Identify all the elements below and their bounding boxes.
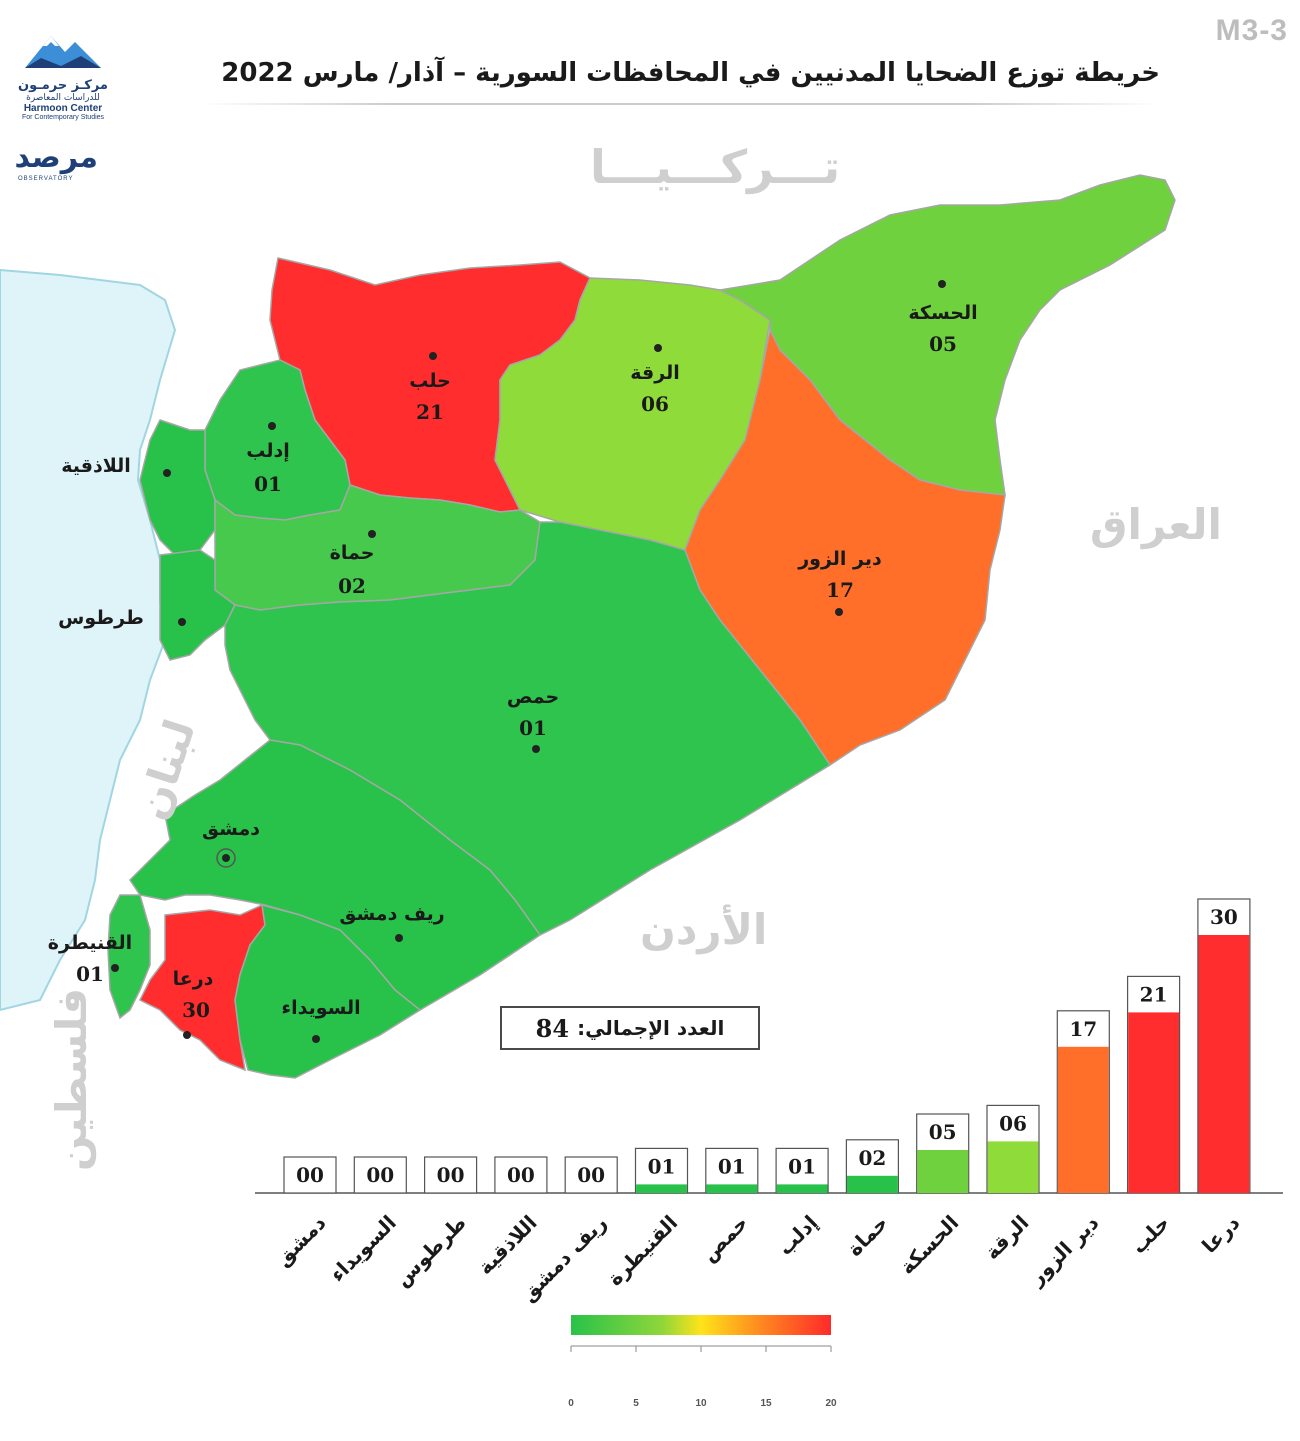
bar-value-label: 17 (1069, 1017, 1097, 1041)
gov-name-latakia: اللاذقية (61, 455, 131, 477)
bar-frame (564, 1156, 618, 1194)
page-title: خريطة توزع الضحايا المدنيين في المحافظات… (221, 58, 1160, 88)
dot-damascus (222, 854, 230, 862)
dot-raqqa (654, 344, 662, 352)
gov-value-hasakah: 05 (929, 332, 957, 356)
dot-latakia (163, 469, 171, 477)
total-label: العدد الإجمالي: (577, 1016, 725, 1040)
region-daraa (138, 903, 266, 1072)
dot-hama (368, 530, 376, 538)
bar (636, 1184, 687, 1193)
region-tartus (159, 549, 236, 661)
dot-tartus (178, 618, 186, 626)
gov-name-hasakah: الحسكة (908, 302, 978, 324)
dot-homs (532, 745, 540, 753)
total-value: 84 (535, 1013, 570, 1043)
gov-name-tartus: طرطوس (58, 607, 144, 629)
bar-frame (424, 1156, 478, 1194)
observatory-logo: مرصد OBSERVATORY (14, 140, 98, 184)
bar-value-label: 30 (1210, 905, 1238, 929)
label-jordan: الأردن (640, 905, 768, 954)
bar (776, 1184, 828, 1193)
bar-value-label: 02 (858, 1146, 886, 1170)
bar (1198, 935, 1250, 1193)
region-quneitra (107, 894, 151, 1020)
gov-name-deir: دير الزور (798, 548, 882, 570)
gov-name-rif: ريف دمشق (339, 903, 445, 925)
scale-tick-label: 0 (568, 1398, 574, 1409)
harmoon-english-name: Harmoon Center (23, 103, 103, 114)
gov-value-quneitra: 01 (76, 962, 104, 986)
observatory-english: OBSERVATORY (18, 176, 74, 182)
scale-tick-label: 15 (760, 1398, 772, 1409)
bar-value-label: 05 (929, 1120, 957, 1144)
bar-value-label: 01 (648, 1154, 676, 1178)
region-deir (684, 327, 1006, 767)
gov-name-hama: حماة (329, 542, 375, 564)
region-suwayda (234, 903, 422, 1079)
gov-name-idlib: إدلب (246, 440, 290, 462)
label-turkey: تـــركـــيـــا (590, 140, 841, 194)
bar-chart: 00 00 00 00 00 01 01 01 02 05 06 17 21 30 (255, 898, 1283, 1194)
bar-value-label: 01 (788, 1154, 816, 1178)
dot-hasakah (938, 280, 946, 288)
bar (987, 1141, 1039, 1193)
bar (706, 1184, 758, 1193)
dot-rif (395, 934, 403, 942)
dot-suwayda (312, 1035, 320, 1043)
gov-name-raqqa: الرقة (630, 362, 680, 384)
gov-name-suwayda: السويداء (281, 997, 361, 1019)
gov-value-raqqa: 06 (641, 392, 669, 416)
bar-frame (494, 1156, 548, 1194)
bar-frame (353, 1156, 407, 1194)
dot-aleppo (429, 352, 437, 360)
bar-value-label: 06 (999, 1111, 1027, 1135)
harmoon-logo: مركـز حرمـون للدراسات المعاصرة Harmoon C… (18, 22, 108, 121)
bar (1057, 1046, 1109, 1193)
gov-name-aleppo: حلب (409, 370, 451, 392)
gov-value-daraa: 30 (182, 998, 210, 1022)
harmoon-english-sub: For Contemporary Studies (21, 114, 105, 121)
color-scale-bar (571, 1315, 831, 1335)
bar-value-label: 21 (1140, 982, 1168, 1006)
gov-value-hama: 02 (338, 574, 366, 598)
gov-value-deir: 17 (826, 578, 854, 602)
bar (847, 1175, 898, 1193)
bar-value-label: 00 (577, 1163, 605, 1187)
gov-name-damascus: دمشق (202, 818, 260, 840)
region-homs (224, 521, 832, 936)
gov-value-homs: 01 (519, 716, 547, 740)
gov-name-quneitra: القنيطرة (47, 932, 133, 954)
dot-daraa (183, 1031, 191, 1039)
bar-value-label: 00 (366, 1163, 394, 1187)
harmoon-arabic-sub: للدراسات المعاصرة (26, 93, 100, 103)
bar-value-label: 00 (507, 1163, 535, 1187)
gov-name-homs: حمص (506, 686, 560, 708)
dot-deir (835, 608, 843, 616)
observatory-arabic: مرصد (14, 140, 98, 175)
harmoon-arabic-name: مركـز حرمـون (18, 78, 108, 93)
dot-idlib (268, 422, 276, 430)
scale-tick-label: 5 (633, 1398, 639, 1409)
bar-value-label: 01 (718, 1154, 746, 1178)
label-iraq: العراق (1090, 500, 1222, 549)
bar-value-label: 00 (437, 1163, 465, 1187)
gov-name-daraa: درعا (172, 968, 214, 990)
total-box: العدد الإجمالي: 84 (500, 1006, 760, 1050)
scale-tick-label: 10 (695, 1398, 707, 1409)
dot-quneitra (111, 964, 119, 972)
bar-value-label: 00 (296, 1163, 324, 1187)
label-palestine: فلسطين (47, 987, 97, 1172)
bar-frame (283, 1156, 337, 1194)
gov-value-aleppo: 21 (416, 400, 444, 424)
figure-code: M3-3 (1215, 14, 1288, 47)
bar (1128, 1012, 1179, 1193)
scale-tick-label: 20 (825, 1398, 837, 1409)
mountain-logo-icon (25, 36, 101, 68)
gov-value-idlib: 01 (254, 472, 282, 496)
title-divider (200, 103, 1160, 105)
sea-area (0, 268, 177, 1012)
bar (917, 1150, 969, 1193)
